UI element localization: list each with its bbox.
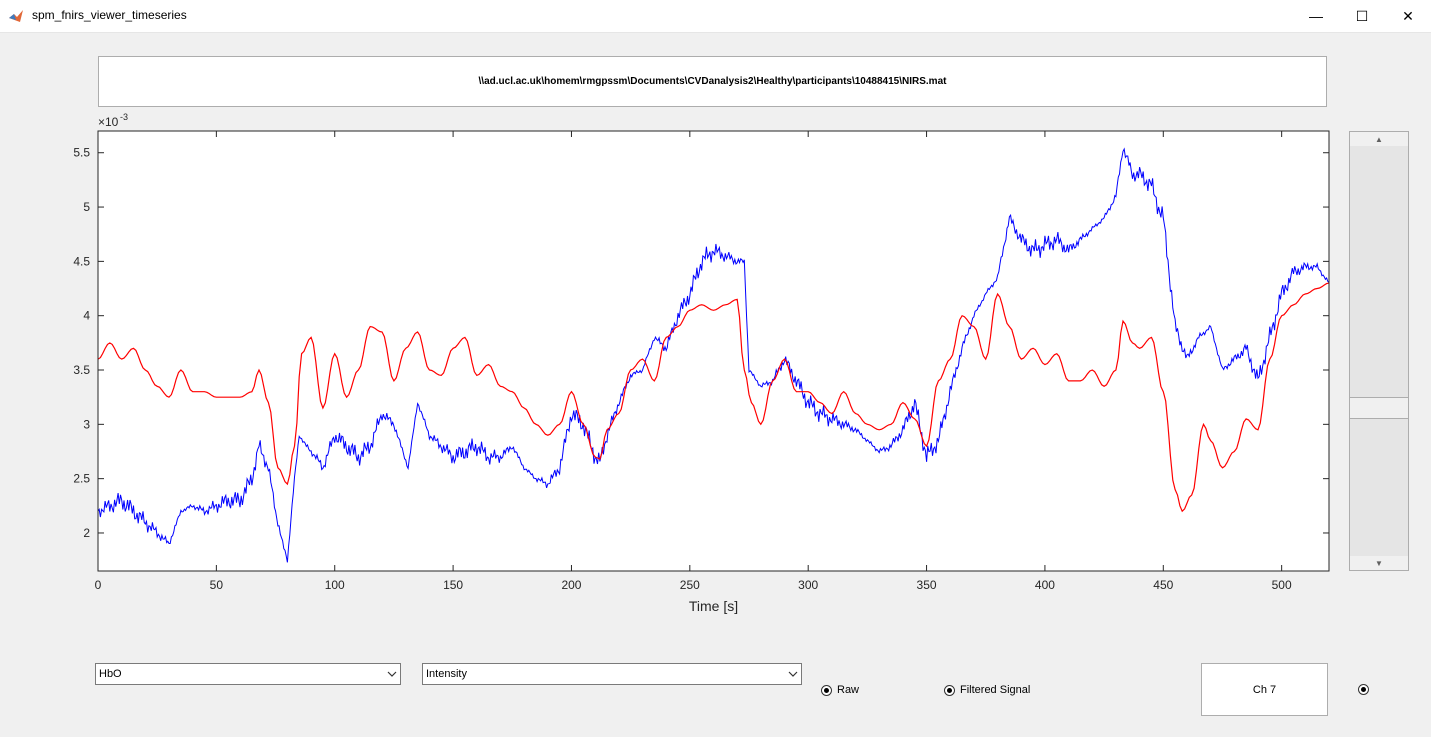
y-tick-label: 3 (83, 417, 90, 431)
x-tick-label: 500 (1272, 578, 1292, 592)
y-axis-exponent-power: -3 (120, 112, 128, 122)
y-tick-label: 4.5 (73, 254, 90, 268)
channel-scrollbar[interactable]: ▲ ▼ (1349, 131, 1409, 571)
x-tick-label: 250 (680, 578, 700, 592)
series-line-raw (97, 147, 1330, 563)
file-path-text: \\ad.ucl.ac.uk\homem\rmgpssm\Documents\C… (478, 76, 947, 87)
chevron-down-icon (384, 664, 400, 684)
channel-display: Ch 7 (1201, 663, 1328, 716)
matlab-logo-icon (9, 10, 23, 22)
y-tick-label: 3.5 (73, 363, 90, 377)
timeseries-plot[interactable]: 0 50 100 150 200 250 300 350 400 450 500 2 2.5 3 3.5 4 4… (0, 110, 1345, 620)
filtered-signal-radio[interactable]: Filtered Signal (944, 684, 1030, 696)
scroll-up-button[interactable]: ▲ (1350, 132, 1408, 146)
close-button[interactable]: ✕ (1385, 0, 1431, 32)
display-mode-select[interactable]: Intensity (422, 663, 802, 685)
x-tick-label: 400 (1035, 578, 1055, 592)
chevron-down-icon: ▼ (1375, 558, 1383, 568)
radio-selected-icon (1358, 684, 1369, 695)
plot-area (98, 131, 1329, 571)
signal-type-select[interactable]: HbO (95, 663, 401, 685)
x-tick-label: 150 (443, 578, 463, 592)
title-bar: spm_fnirs_viewer_timeseries — ☐ ✕ (0, 0, 1431, 33)
channel-radio[interactable] (1358, 684, 1374, 695)
display-mode-value: Intensity (426, 668, 467, 680)
raw-radio-label: Raw (837, 684, 860, 696)
maximize-icon: ☐ (1355, 7, 1369, 24)
chevron-up-icon: ▲ (1375, 134, 1383, 144)
plot-frame (97, 130, 1330, 572)
x-tick-label: 450 (1153, 578, 1173, 592)
x-tick-label: 100 (325, 578, 345, 592)
y-tick-label: 2 (83, 526, 90, 540)
file-path-display: \\ad.ucl.ac.uk\homem\rmgpssm\Documents\C… (98, 56, 1327, 107)
series-line-filtered (97, 282, 1330, 513)
y-tick-label: 4 (83, 309, 90, 323)
x-tick-label: 200 (561, 578, 581, 592)
scroll-down-button[interactable]: ▼ (1350, 556, 1408, 570)
y-axis-exponent: ×10 (98, 115, 119, 129)
y-tick-label: 5 (83, 200, 90, 214)
x-tick-label: 0 (95, 578, 102, 592)
raw-radio[interactable]: Raw (821, 684, 859, 696)
channel-label: Ch 7 (1252, 683, 1277, 696)
y-tick-label: 5.5 (73, 146, 90, 160)
x-axis-label: Time [s] (689, 598, 738, 614)
signal-type-value: HbO (99, 668, 122, 680)
minimize-button[interactable]: — (1293, 0, 1339, 32)
x-tick-label: 300 (798, 578, 818, 592)
x-tick-label: 350 (917, 578, 937, 592)
scroll-thumb[interactable] (1350, 397, 1408, 419)
window-title: spm_fnirs_viewer_timeseries (32, 8, 187, 22)
close-icon: ✕ (1402, 7, 1414, 24)
filtered-signal-radio-label: Filtered Signal (960, 684, 1031, 696)
minimize-icon: — (1309, 8, 1323, 24)
y-tick-label: 2.5 (73, 472, 90, 486)
x-tick-label: 50 (210, 578, 224, 592)
radio-selected-icon (944, 684, 955, 696)
chevron-down-icon (785, 664, 801, 684)
radio-selected-icon (821, 684, 832, 696)
maximize-button[interactable]: ☐ (1339, 0, 1385, 32)
